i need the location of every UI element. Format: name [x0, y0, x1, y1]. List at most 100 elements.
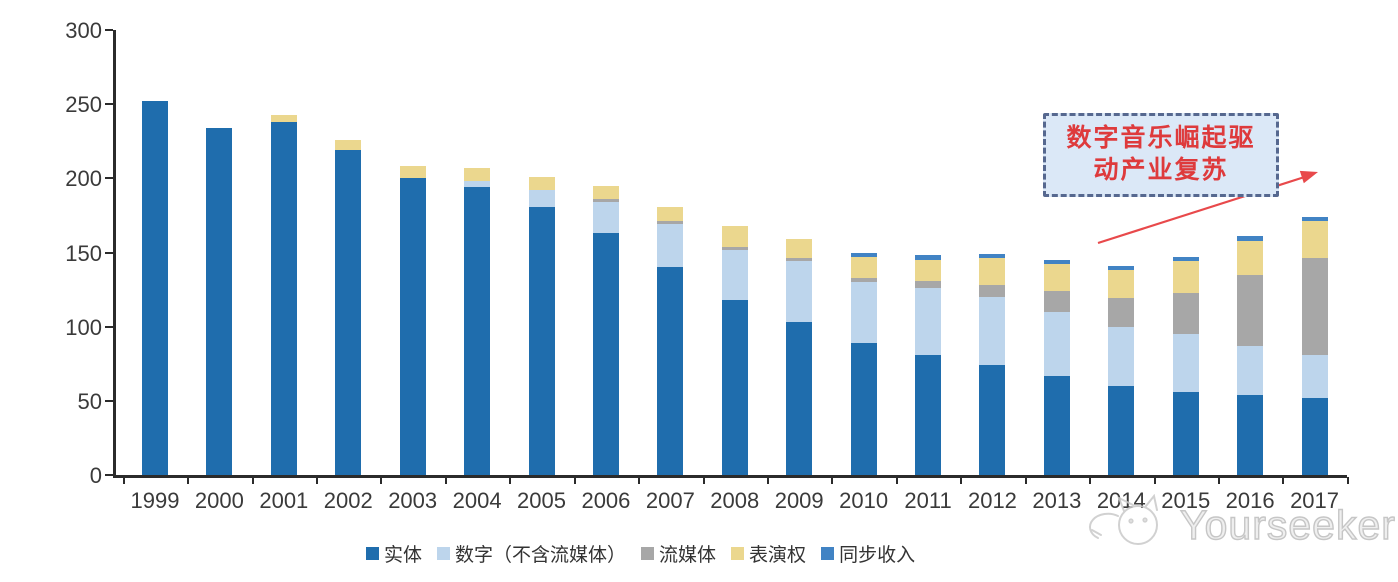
bar-segment-流媒体-2007 — [657, 221, 684, 225]
x-tick — [960, 477, 963, 484]
x-tick — [509, 477, 512, 484]
y-tick — [105, 103, 113, 106]
x-tick — [1089, 477, 1092, 484]
x-tick — [122, 477, 125, 484]
bar-segment-实体-2005 — [528, 206, 555, 475]
x-tick-label-2006: 2006 — [581, 488, 631, 513]
bar-segment-表演权-2012 — [979, 258, 1006, 286]
y-tick — [105, 29, 113, 31]
legend-label: 表演权 — [749, 545, 807, 566]
bar-segment-流媒体-2008 — [721, 246, 748, 250]
bar-segment-数字（不含流媒体）-2012 — [979, 297, 1006, 366]
x-tick — [1153, 477, 1156, 484]
x-tick-label-2013: 2013 — [1032, 488, 1082, 513]
bar-segment-数字（不含流媒体）-2013 — [1043, 311, 1070, 376]
x-tick-label-2007: 2007 — [645, 488, 695, 513]
bar-segment-流媒体-2011 — [915, 280, 942, 289]
legend-marker-icon — [821, 547, 835, 560]
x-tick — [1346, 477, 1349, 484]
bar-segment-实体-2008 — [721, 299, 748, 475]
bar-segment-流媒体-2006 — [592, 199, 619, 203]
bar-segment-实体-2014 — [1108, 386, 1135, 475]
x-tick — [251, 477, 254, 484]
x-tick — [1282, 477, 1285, 484]
bar-segment-流媒体-2009 — [786, 258, 813, 262]
bar-segment-表演权-2017 — [1301, 221, 1328, 259]
bar-segment-实体-1999 — [142, 101, 168, 475]
y-tick-label: 300 — [65, 18, 102, 43]
x-tick-label-2010: 2010 — [839, 488, 889, 513]
bar-segment-同步收入-2012 — [979, 253, 1006, 259]
bar-segment-数字（不含流媒体）-2011 — [915, 288, 942, 355]
y-tick-label: 0 — [89, 463, 102, 488]
bar-segment-表演权-2010 — [850, 256, 877, 278]
bar-segment-表演权-2002 — [335, 139, 362, 151]
x-tick — [831, 477, 834, 484]
bar-segment-表演权-2014 — [1108, 270, 1135, 299]
annotation-text-line2: 动产业复苏 — [1093, 157, 1229, 184]
legend-label: 同步收入 — [839, 545, 916, 566]
bar-segment-数字（不含流媒体）-2017 — [1301, 354, 1328, 398]
bar-segment-实体-2012 — [979, 365, 1006, 475]
bar-segment-同步收入-2010 — [850, 252, 877, 257]
bar-segment-实体-2010 — [850, 342, 877, 475]
x-tick-label-2017: 2017 — [1290, 488, 1340, 513]
bar-segment-实体-2016 — [1237, 394, 1264, 475]
x-tick-label-2012: 2012 — [967, 488, 1017, 513]
bar-segment-表演权-2003 — [399, 166, 426, 179]
bar-segment-表演权-2006 — [592, 185, 619, 200]
legend-label: 实体 — [384, 545, 423, 566]
x-tick-label-2008: 2008 — [710, 488, 760, 513]
bar-segment-流媒体-2017 — [1301, 258, 1328, 355]
y-tick-label: 250 — [65, 92, 102, 118]
bar-segment-同步收入-2011 — [915, 255, 942, 260]
bar-segment-同步收入-2015 — [1172, 256, 1199, 262]
x-tick — [1217, 477, 1220, 484]
y-tick-label: 200 — [65, 166, 102, 192]
legend-item-同步收入: 同步收入 — [821, 540, 915, 567]
y-tick — [105, 474, 113, 476]
bar-segment-实体-2007 — [657, 267, 684, 475]
bar-segment-表演权-2013 — [1043, 264, 1070, 292]
legend-marker-icon — [437, 547, 451, 560]
x-tick-label-2015: 2015 — [1161, 488, 1211, 513]
watermark: Yourseeker — [1080, 494, 1398, 564]
bar-segment-实体-2000 — [206, 127, 233, 475]
x-tick — [702, 477, 705, 484]
y-tick-label: 150 — [65, 240, 102, 266]
x-tick — [444, 477, 447, 484]
bar-segment-表演权-2007 — [657, 206, 684, 222]
legend-marker-icon — [731, 547, 745, 560]
bar-segment-数字（不含流媒体）-2004 — [464, 181, 491, 188]
x-tick — [638, 477, 641, 484]
bar-segment-同步收入-2016 — [1237, 236, 1264, 241]
legend-item-表演权: 表演权 — [731, 540, 806, 567]
bar-segment-数字（不含流媒体）-2008 — [721, 249, 748, 300]
x-tick — [187, 477, 190, 484]
x-tick — [1024, 477, 1027, 484]
y-tick — [105, 325, 113, 328]
y-axis-line — [113, 30, 116, 477]
bar-segment-同步收入-2017 — [1301, 216, 1328, 222]
bar-segment-实体-2001 — [270, 121, 297, 475]
y-tick — [105, 251, 113, 254]
annotation-box: 数字音乐崛起驱 动产业复苏 — [1043, 113, 1279, 197]
y-tick-label: 50 — [77, 388, 102, 414]
y-tick — [105, 399, 113, 402]
x-tick — [316, 477, 319, 484]
bar-segment-流媒体-2016 — [1237, 274, 1264, 346]
bar-segment-数字（不含流媒体）-2007 — [657, 224, 684, 268]
bar-segment-数字（不含流媒体）-2006 — [592, 202, 619, 234]
bar-segment-实体-2011 — [915, 354, 942, 475]
bar-segment-流媒体-2013 — [1043, 291, 1070, 312]
bar-segment-流媒体-2014 — [1108, 298, 1135, 327]
bar-segment-数字（不含流媒体）-2010 — [850, 282, 877, 343]
x-tick-label-2011: 2011 — [904, 488, 952, 513]
legend-label: 数字（不含流媒体） — [455, 545, 627, 566]
watermark-text: Yourseeker — [1179, 501, 1396, 548]
x-tick-label-1999: 1999 — [130, 488, 180, 513]
bar-segment-同步收入-2014 — [1108, 265, 1135, 271]
x-tick — [895, 477, 898, 484]
x-tick-label-2003: 2003 — [388, 488, 438, 513]
x-tick-label-2016: 2016 — [1225, 488, 1275, 513]
